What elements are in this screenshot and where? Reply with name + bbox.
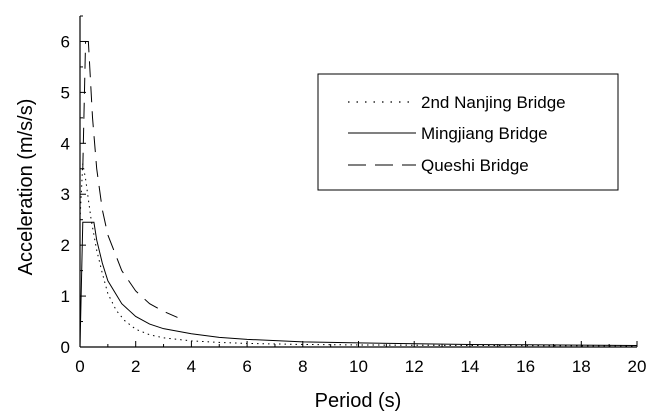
y-tick-label: 3 <box>61 185 70 204</box>
legend-label-mingjiang: Mingjiang Bridge <box>421 124 548 143</box>
series-line-mingjiang-bridge <box>79 221 638 348</box>
y-tick-label: 6 <box>61 32 70 51</box>
x-tick-label: 10 <box>349 357 368 376</box>
x-tick-label: 20 <box>628 357 647 376</box>
series-group <box>79 40 638 348</box>
y-tick-label: 5 <box>61 83 70 102</box>
series-line-queshi-bridge <box>82 40 178 318</box>
x-tick-label: 14 <box>460 357 479 376</box>
x-axis-title: Period (s) <box>315 390 402 412</box>
legend-label-2nd-nanjing: 2nd Nanjing Bridge <box>421 93 566 112</box>
y-tick-label: 4 <box>61 134 70 153</box>
y-axis-title: Acceleration (m/s/s) <box>15 99 37 276</box>
x-tick-label: 2 <box>131 357 140 376</box>
legend-label-queshi: Queshi Bridge <box>421 156 529 175</box>
y-tick-label: 2 <box>61 236 70 255</box>
legend: 2nd Nanjing Bridge Mingjiang Bridge Ques… <box>317 73 619 191</box>
x-tick-label: 8 <box>298 357 307 376</box>
x-tick-label: 6 <box>242 357 251 376</box>
series-line-2nd-nanjing-bridge <box>79 163 638 347</box>
x-tick-label: 12 <box>405 357 424 376</box>
x-tick-label: 16 <box>516 357 535 376</box>
x-tick-label: 4 <box>187 357 196 376</box>
x-tick-label: 18 <box>572 357 591 376</box>
legend-box <box>317 73 619 191</box>
y-tick-label: 0 <box>61 338 70 357</box>
y-tick-label: 1 <box>61 287 70 306</box>
x-tick-label: 0 <box>75 357 84 376</box>
